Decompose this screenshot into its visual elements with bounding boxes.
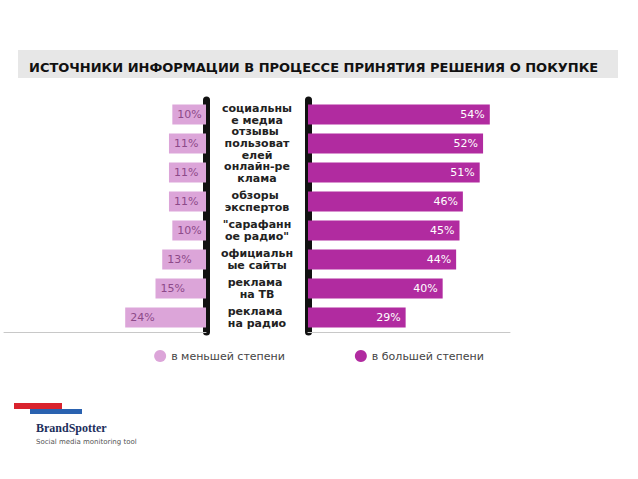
svg-text:11%: 11% [174,166,198,179]
svg-text:11%: 11% [174,195,198,208]
svg-text:клама: клама [237,172,276,185]
svg-text:экспертов: экспертов [225,201,289,214]
svg-text:елей: елей [241,149,273,162]
svg-text:45%: 45% [430,224,454,237]
svg-text:на радио: на радио [228,317,287,330]
svg-text:40%: 40% [413,282,437,295]
svg-text:52%: 52% [454,137,478,150]
svg-text:ИСТОЧНИКИ ИНФОРМАЦИИ В ПРОЦЕСС: ИСТОЧНИКИ ИНФОРМАЦИИ В ПРОЦЕССЕ ПРИНЯТИЯ… [29,60,598,75]
svg-text:24%: 24% [130,311,154,324]
svg-text:10%: 10% [177,224,201,237]
svg-text:е медиа: е медиа [231,114,283,127]
svg-text:на ТВ: на ТВ [240,288,275,301]
svg-text:ые сайты: ые сайты [227,259,286,272]
svg-text:11%: 11% [174,137,198,150]
svg-text:онлайн-ре: онлайн-ре [224,160,290,173]
svg-text:реклама: реклама [227,276,287,289]
svg-text:54%: 54% [460,108,484,121]
svg-text:29%: 29% [376,311,400,324]
svg-text:15%: 15% [161,282,185,295]
svg-text:пользоват: пользоват [224,137,290,150]
svg-text:в большей степени: в большей степени [372,350,484,363]
svg-text:Social media monitoring tool: Social media monitoring tool [36,438,137,446]
svg-text:"сарафанн: "сарафанн [222,218,292,231]
svg-text:обзоры: обзоры [231,189,283,202]
svg-text:BrandSpotter: BrandSpotter [36,421,107,435]
svg-text:51%: 51% [450,166,474,179]
svg-text:в меньшей степени: в меньшей степени [171,350,285,363]
svg-text:13%: 13% [167,253,191,266]
svg-text:10%: 10% [177,108,201,121]
svg-text:официальн: официальн [221,247,293,260]
svg-text:46%: 46% [433,195,457,208]
svg-text:44%: 44% [427,253,451,266]
svg-text:отзывы: отзывы [231,125,283,138]
svg-text:реклама: реклама [227,305,287,318]
svg-text:социальны: социальны [222,102,292,115]
svg-text:ое радио": ое радио" [225,230,289,243]
